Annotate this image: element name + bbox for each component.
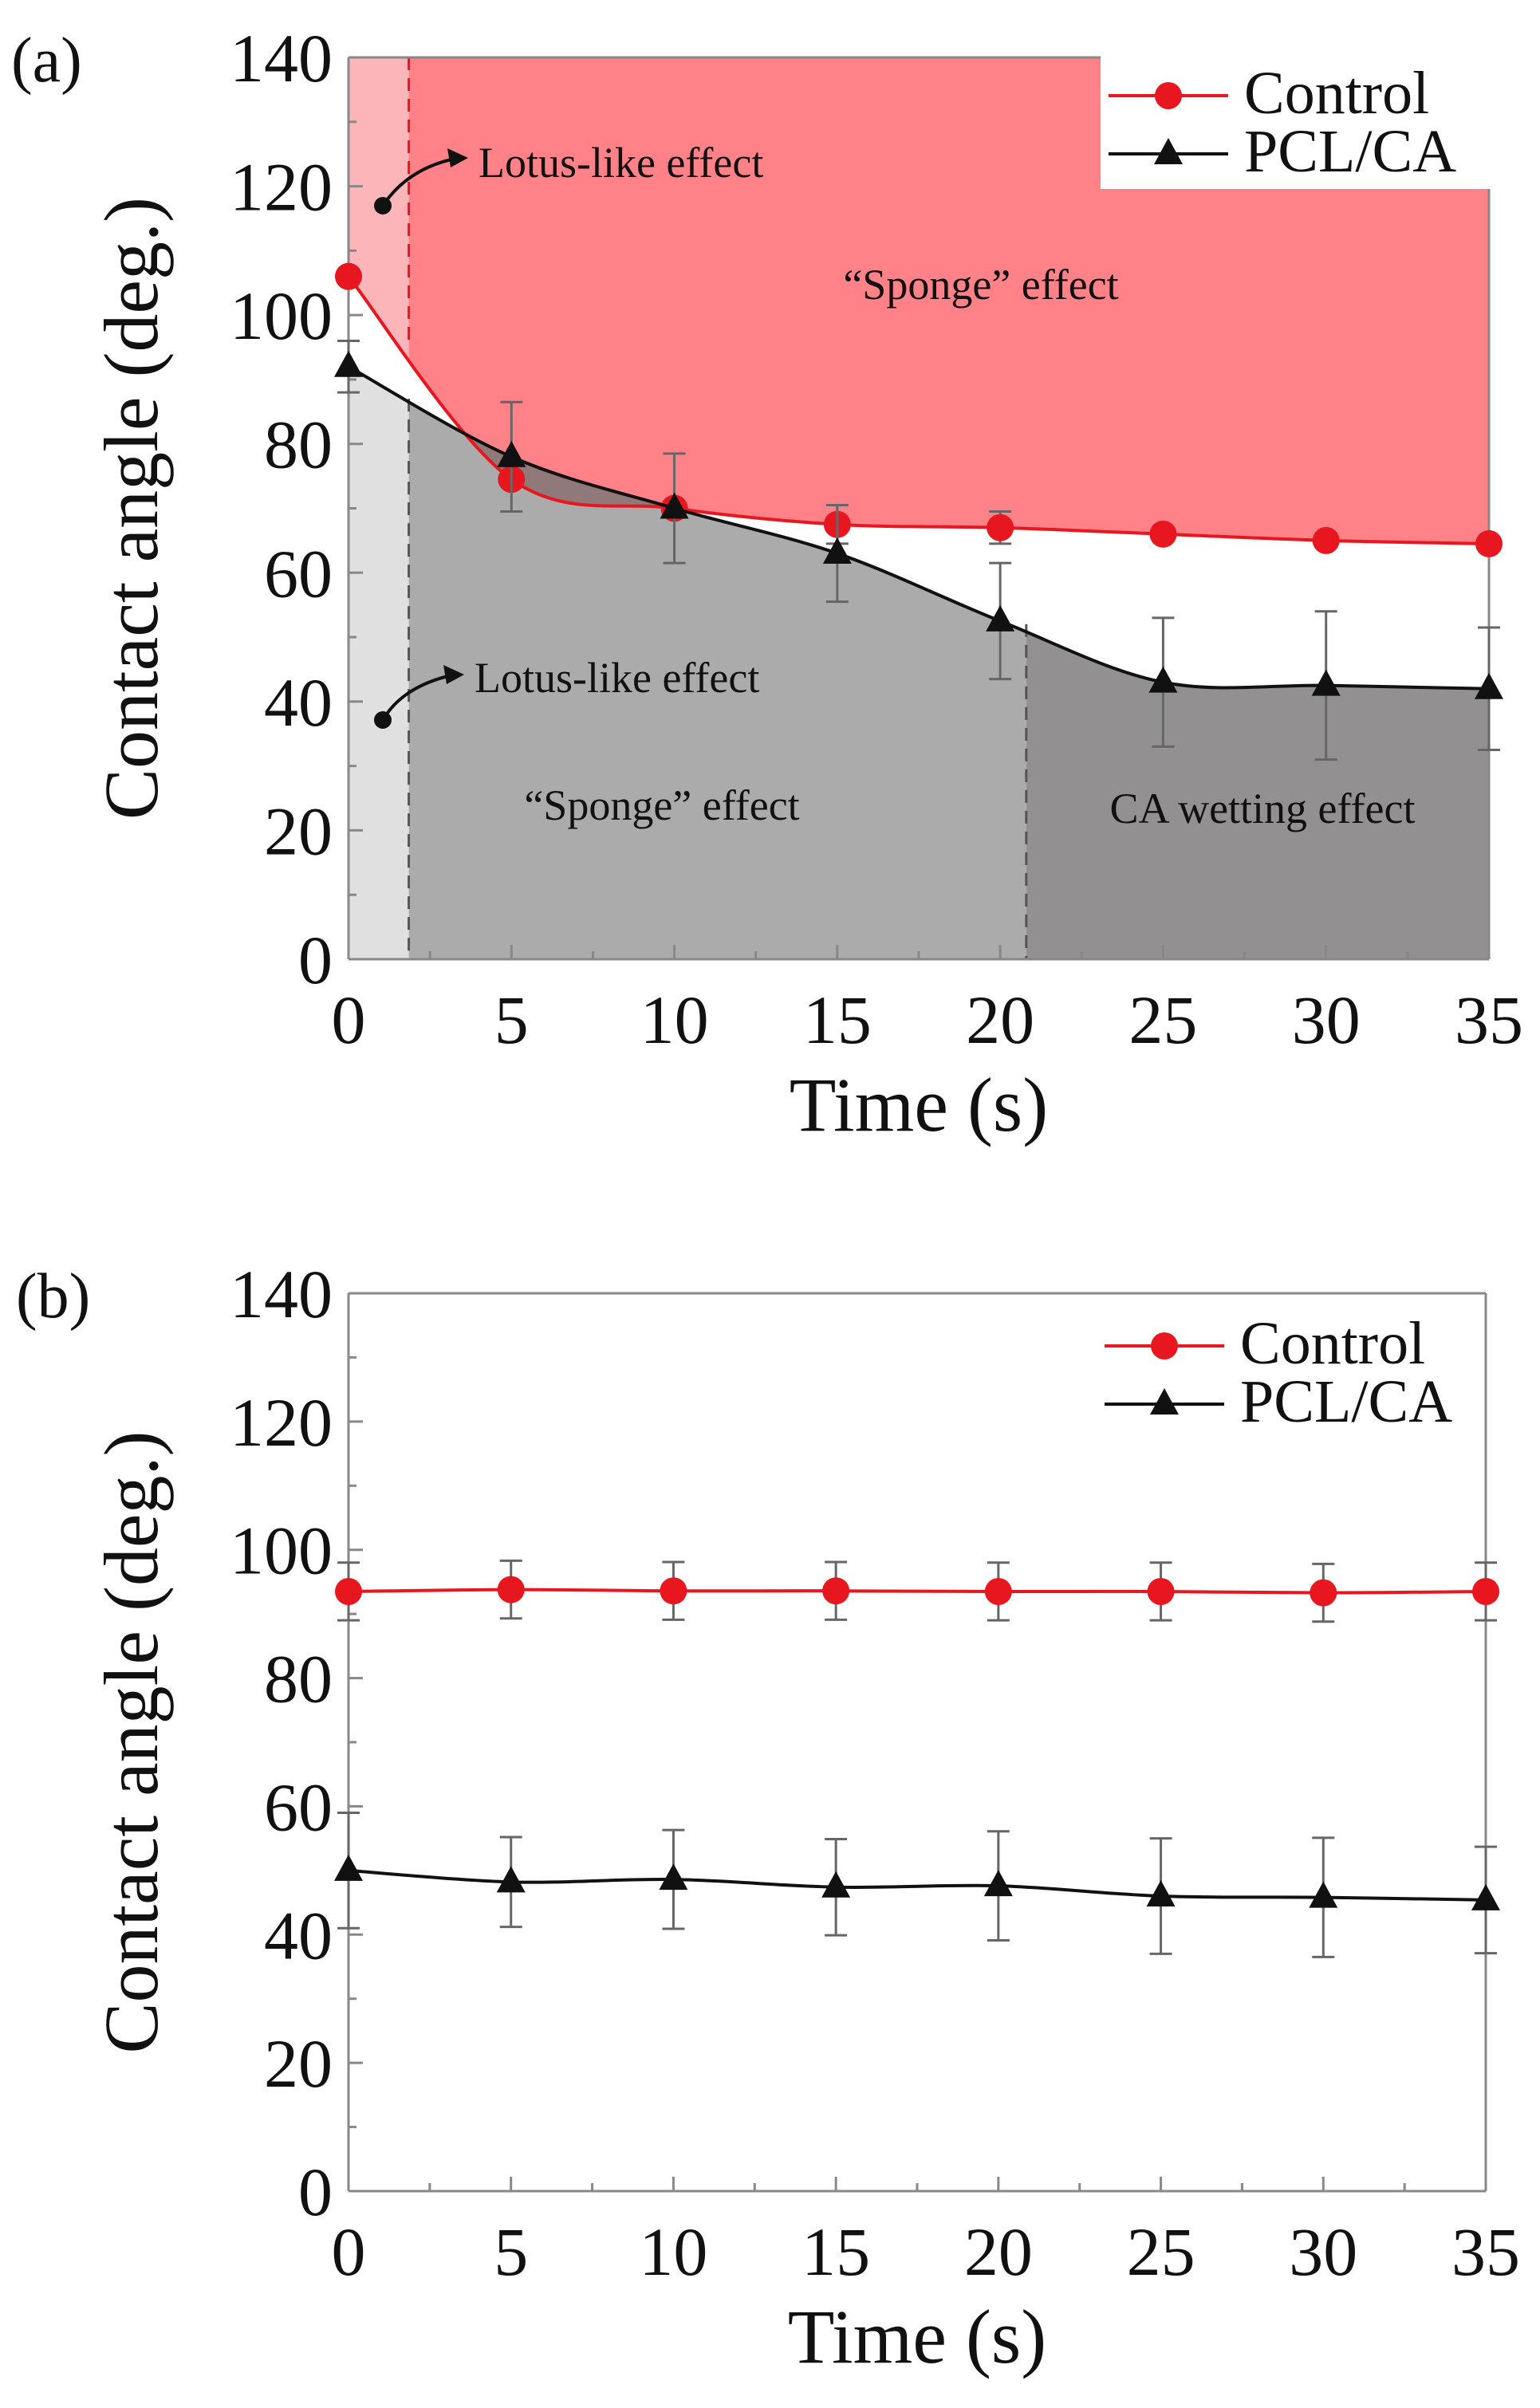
data-point [1148,666,1178,693]
x-tick-label: 20 [966,982,1034,1058]
x-tick-label: 5 [494,982,529,1058]
data-point [334,350,363,377]
y-tick-label: 0 [298,922,333,998]
data-point [821,1871,851,1898]
x-tick-label: 30 [1292,982,1361,1058]
arrow-head-icon [447,148,468,167]
x-tick-label: 0 [332,2213,366,2290]
series-control [335,1559,1499,1623]
x-tick-label: 35 [1455,982,1523,1058]
series-line [348,1868,1487,1902]
x-tick-label: 5 [494,2213,528,2290]
data-point [1471,1883,1500,1910]
y-tick-label: 100 [230,1513,333,1589]
series-pcl-ca [334,339,1503,761]
legend-marker-icon [1155,82,1182,109]
data-point [497,440,526,467]
y-tick-label: 40 [264,664,333,741]
x-tick-label: 30 [1289,2213,1357,2290]
data-point [1310,1579,1337,1607]
data-point [1147,1577,1175,1605]
annotation-label: “Sponge” effect [843,261,1118,309]
data-point [497,1576,525,1603]
data-point [335,262,362,290]
panel-label: (a) [11,26,82,96]
legend-marker-icon [1150,1388,1179,1415]
data-point [983,1870,1013,1897]
arrow-head-icon [443,665,464,684]
annotation-arrow [381,156,459,207]
y-tick-label: 20 [264,2025,333,2102]
annotation-label: CA wetting effect [1110,785,1416,832]
chart-panel-a: 0 20 40 60 80 100 120 140 0 5 10 15 20 25 30 35 Time (s)… [11,20,1523,1147]
y-tick-label: 0 [298,2154,333,2230]
chart-panel-b: 0 20 40 60 80 100 120 140 0 5 10 15 20 25 30 35 Time (s)… [16,1256,1520,2379]
legend-marker-icon [1151,1332,1178,1359]
data-point [659,1863,688,1891]
legend-label: Control [1240,1310,1425,1377]
x-tick-label: 10 [640,982,709,1058]
x-tick-label: 10 [639,2213,707,2290]
x-axis-title: Time (s) [788,2294,1047,2379]
x-tick-label: 25 [1128,982,1197,1058]
y-tick-label: 140 [230,20,333,96]
pcl-lotus-region [349,366,409,959]
data-point [984,1577,1012,1605]
x-tick-label: 35 [1451,2213,1520,2290]
annotation-label: Lotus-like effect [475,654,759,702]
y-tick-label: 60 [264,535,333,612]
y-tick-label: 80 [264,407,333,483]
legend-label: PCL/CA [1240,1368,1452,1435]
legend-label: PCL/CA [1244,118,1456,185]
y-tick-label: 100 [230,277,333,354]
annotation-label: Lotus-like effect [479,139,763,187]
y-axis-title: Contact angle (deg.) [89,197,174,820]
x-tick-label: 0 [332,982,366,1058]
data-point [334,1854,363,1881]
x-tick-label: 20 [964,2213,1033,2290]
data-point [660,492,689,519]
x-axis-title: Time (s) [790,1062,1049,1147]
x-tick-label: 15 [803,982,872,1058]
data-point [987,513,1014,541]
y-axis-title: Contact angle (deg.) [89,1430,174,2053]
y-tick-label: 120 [230,149,333,226]
x-tick-label: 25 [1127,2213,1195,2290]
data-point [1311,669,1341,696]
data-point [660,1577,687,1605]
data-point [822,1577,850,1605]
data-point [1472,1577,1499,1605]
data-point [496,1866,526,1893]
y-tick-label: 60 [264,1769,333,1845]
data-point [335,1577,362,1605]
legend-marker-icon [1154,138,1183,164]
y-tick-label: 40 [264,1897,333,1973]
x-tick-label: 15 [802,2213,870,2290]
legend-label: Control [1244,60,1429,127]
data-point [1149,520,1177,548]
data-point [1475,529,1503,557]
data-point [1146,1880,1176,1907]
data-point [1309,1881,1338,1908]
annotation-arrow [381,673,455,722]
y-tick-label: 20 [264,793,333,869]
data-point [1312,526,1340,554]
panel-label: (b) [16,1261,90,1332]
series-pcl-ca [334,1811,1500,1958]
legend-box [1101,53,1491,189]
data-point [986,604,1015,632]
data-point [1475,672,1503,699]
y-tick-label: 140 [230,1256,333,1332]
y-tick-label: 80 [264,1641,333,1717]
data-point [822,537,852,565]
annotation-label: “Sponge” effect [524,781,799,829]
series-line [348,1588,1487,1595]
y-tick-label: 120 [230,1384,333,1461]
